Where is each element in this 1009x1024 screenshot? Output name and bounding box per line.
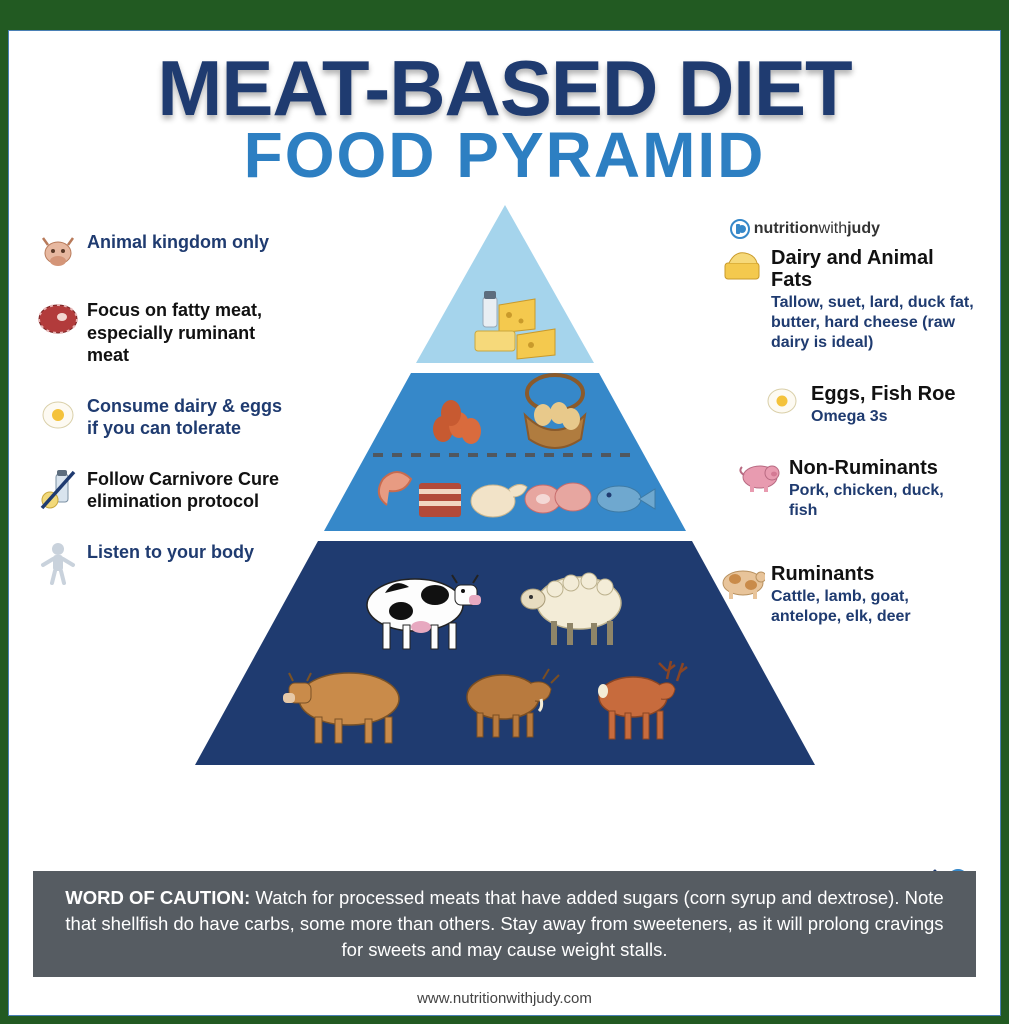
title-line-1: MEAT-BASED DIET [33,51,976,125]
left-principles: Animal kingdom only Focus on fatty meat,… [35,231,290,613]
category-heading: Non-Ruminants [789,457,974,479]
category-heading: Dairy and Animal Fats [771,247,974,291]
principle-animal-kingdom: Animal kingdom only [35,231,290,271]
infographic-card: MEAT-BASED DIET FOOD PYRAMID nutritionwi… [8,30,1001,1016]
egg-icon [35,395,81,433]
category-detail: Tallow, suet, lard, duck fat, butter, ha… [771,293,974,353]
category-detail: Cattle, lamb, goat, antelope, elk, deer [771,587,974,627]
principle-listen-body: Listen to your body [35,541,290,585]
content-area: Animal kingdom only Focus on fatty meat,… [33,205,976,825]
principle-text: Follow Carnivore Cure elimination protoc… [81,468,290,513]
cow-icon [719,563,765,601]
category-detail: Omega 3s [811,407,955,427]
principle-text: Animal kingdom only [81,231,269,254]
category-heading: Ruminants [771,563,974,585]
right-categories: Dairy and Animal Fats Tallow, suet, lard… [719,247,974,657]
butter-icon [719,247,765,285]
category-heading: Eggs, Fish Roe [811,383,955,405]
caution-label: WORD OF CAUTION: [65,887,250,908]
person-icon [35,541,81,585]
category-eggs-roe: Eggs, Fish Roe Omega 3s [759,383,974,427]
category-dairy-fats: Dairy and Animal Fats Tallow, suet, lard… [719,247,974,353]
pig-icon [737,457,783,493]
steak-icon [35,299,81,339]
footer-url: www.nutritionwithjudy.com [9,990,1000,1007]
no-milk-icon [35,468,81,512]
principle-elimination: Follow Carnivore Cure elimination protoc… [35,468,290,513]
principle-dairy-eggs: Consume dairy & eggs if you can tolerate [35,395,290,440]
caution-box: WORD OF CAUTION: Watch for processed mea… [33,871,976,977]
category-detail: Pork, chicken, duck, fish [789,481,974,521]
category-ruminants: Ruminants Cattle, lamb, goat, antelope, … [719,563,974,627]
principle-text: Focus on fatty meat, especially ruminant… [81,299,290,367]
title-line-2: FOOD PYRAMID [33,123,976,187]
category-non-ruminants: Non-Ruminants Pork, chicken, duck, fish [737,457,974,521]
principle-text: Listen to your body [81,541,254,564]
principle-fatty-meat: Focus on fatty meat, especially ruminant… [35,299,290,367]
principle-text: Consume dairy & eggs if you can tolerate [81,395,290,440]
cow-head-icon [35,231,81,271]
egg-icon [759,383,805,417]
